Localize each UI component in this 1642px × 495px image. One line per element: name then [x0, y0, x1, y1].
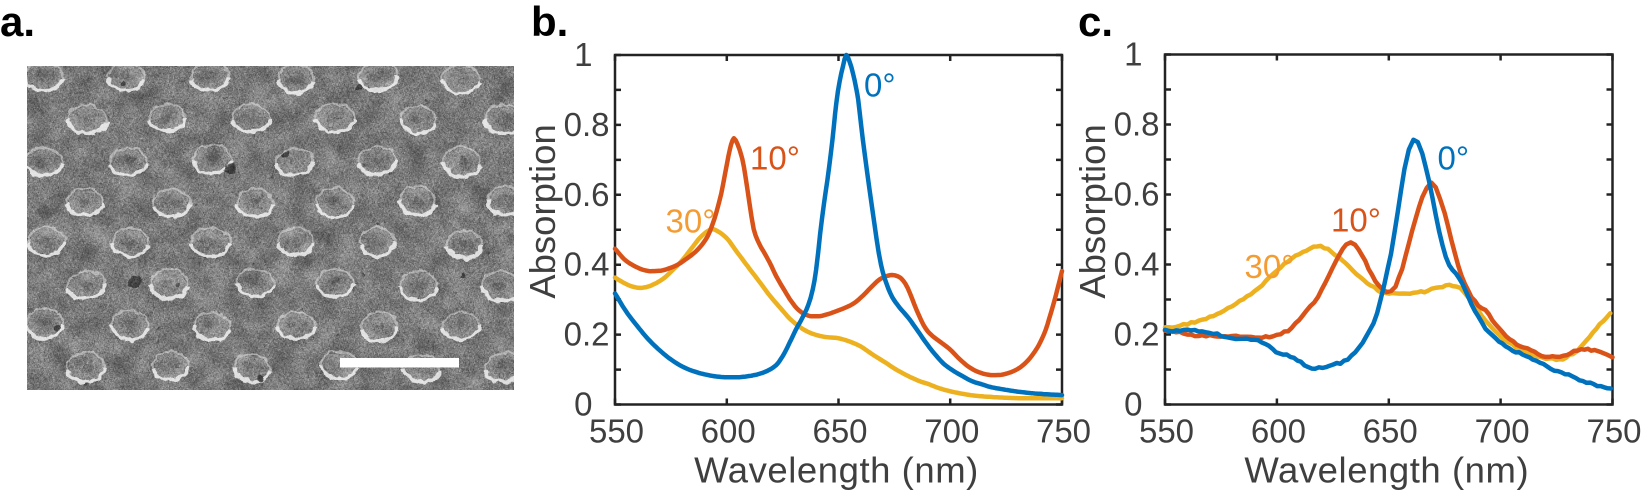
svg-text:30°: 30° — [666, 203, 716, 240]
svg-text:Absorption: Absorption — [522, 124, 563, 299]
svg-text:10°: 10° — [750, 140, 800, 177]
svg-text:0°: 0° — [864, 67, 896, 104]
svg-text:c.: c. — [1078, 0, 1113, 45]
svg-text:600: 600 — [1251, 413, 1306, 450]
svg-text:700: 700 — [1475, 413, 1530, 450]
svg-text:Wavelength (nm): Wavelength (nm) — [694, 450, 979, 491]
svg-text:0: 0 — [574, 386, 592, 423]
svg-text:10°: 10° — [1331, 202, 1381, 239]
svg-text:1: 1 — [574, 36, 592, 73]
svg-text:650: 650 — [812, 413, 867, 450]
svg-text:1: 1 — [1124, 36, 1142, 73]
svg-text:30°: 30° — [1245, 248, 1295, 285]
svg-text:0.2: 0.2 — [1114, 316, 1160, 353]
svg-text:600: 600 — [701, 413, 756, 450]
svg-text:0.8: 0.8 — [1114, 106, 1160, 143]
svg-text:750: 750 — [1586, 413, 1641, 450]
svg-text:0: 0 — [1124, 386, 1142, 423]
svg-text:0.4: 0.4 — [564, 246, 610, 283]
svg-text:0.6: 0.6 — [1114, 176, 1160, 213]
svg-text:550: 550 — [1139, 413, 1194, 450]
svg-text:0.2: 0.2 — [564, 316, 610, 353]
svg-text:700: 700 — [924, 413, 979, 450]
svg-text:0.8: 0.8 — [564, 106, 610, 143]
svg-text:550: 550 — [589, 413, 644, 450]
svg-text:Wavelength (nm): Wavelength (nm) — [1244, 450, 1529, 491]
svg-text:b.: b. — [531, 0, 568, 45]
svg-text:a.: a. — [0, 0, 35, 45]
svg-text:0°: 0° — [1438, 140, 1470, 177]
svg-text:0.4: 0.4 — [1114, 246, 1160, 283]
svg-text:Absorption: Absorption — [1072, 124, 1113, 299]
svg-text:0.6: 0.6 — [564, 176, 610, 213]
svg-text:650: 650 — [1363, 413, 1418, 450]
svg-text:750: 750 — [1036, 413, 1091, 450]
